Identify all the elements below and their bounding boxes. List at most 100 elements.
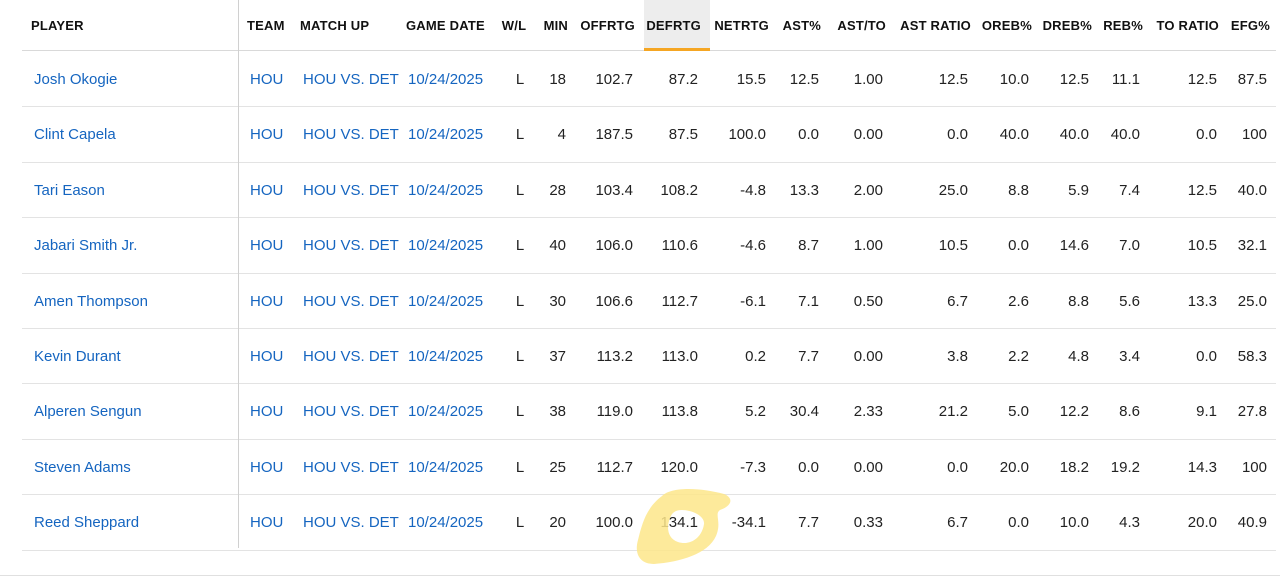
col-header-offrtg[interactable]: OFFRTG: [580, 18, 635, 33]
col-header-oreb-pct[interactable]: OREB%: [981, 18, 1032, 33]
col-header-team[interactable]: TEAM: [247, 18, 285, 33]
ast-to-value: 0.00: [853, 348, 883, 365]
col-header-wl[interactable]: W/L: [501, 18, 527, 33]
min-value: 4: [557, 126, 566, 144]
team-link[interactable]: HOU: [250, 514, 284, 532]
col-header-reb-pct[interactable]: REB%: [1103, 18, 1143, 33]
matchup-link[interactable]: HOU VS. DET: [303, 348, 399, 365]
oreb-pct-value: 40.0: [999, 126, 1029, 144]
wl-value: L: [515, 514, 525, 532]
efg-pct-value: 40.0: [1237, 181, 1267, 199]
defrtg-value: 134.1: [660, 514, 698, 532]
game-date-link[interactable]: 10/24/2025: [408, 292, 484, 310]
matchup-link[interactable]: HOU VS. DET: [303, 458, 399, 476]
dreb-pct-value: 12.2: [1059, 403, 1089, 421]
efg-pct-value: 27.8: [1237, 403, 1267, 421]
matchup-link[interactable]: HOU VS. DET: [303, 71, 399, 88]
dreb-pct-value: 5.9: [1068, 181, 1089, 199]
matchup-link[interactable]: HOU VS. DET: [303, 403, 399, 421]
dreb-pct-value: 8.8: [1068, 292, 1089, 310]
player-link[interactable]: Amen Thompson: [34, 292, 148, 310]
player-link[interactable]: Steven Adams: [34, 458, 131, 476]
col-header-ast-ratio[interactable]: AST RATIO: [900, 18, 971, 33]
reb-pct-value: 40.0: [1110, 126, 1140, 144]
ast-to-value: 1.00: [853, 71, 883, 88]
netrtg-value: 100.0: [728, 126, 766, 144]
min-value: 18: [549, 71, 566, 88]
ast-to-value: 0.50: [853, 292, 883, 310]
wl-value: L: [515, 348, 525, 365]
game-date-link[interactable]: 10/24/2025: [408, 348, 484, 365]
game-date-link[interactable]: 10/24/2025: [408, 181, 484, 199]
team-link[interactable]: HOU: [250, 237, 284, 255]
col-header-netrtg[interactable]: NETRTG: [714, 18, 769, 33]
min-value: 28: [549, 181, 566, 199]
wl-value: L: [515, 181, 525, 199]
col-header-to-ratio[interactable]: TO RATIO: [1156, 18, 1219, 33]
player-link[interactable]: Josh Okogie: [34, 71, 118, 88]
offrtg-value: 102.7: [595, 71, 633, 88]
col-header-ast-pct[interactable]: AST%: [782, 18, 821, 33]
team-link[interactable]: HOU: [250, 403, 284, 421]
wl-value: L: [515, 403, 525, 421]
game-date-link[interactable]: 10/24/2025: [408, 458, 484, 476]
col-header-dreb-pct[interactable]: DREB%: [1042, 18, 1092, 33]
player-link[interactable]: Jabari Smith Jr.: [34, 237, 138, 255]
dreb-pct-value: 14.6: [1059, 237, 1089, 255]
table-row: Amen Thompson HOU HOU VS. DET 10/24/2025 L 30…: [22, 274, 1276, 329]
oreb-pct-value: 0.0: [1008, 514, 1029, 532]
matchup-link[interactable]: HOU VS. DET: [303, 292, 399, 310]
dreb-pct-value: 10.0: [1059, 514, 1089, 532]
offrtg-value: 106.6: [595, 292, 633, 310]
netrtg-value: 5.2: [745, 403, 766, 421]
player-link[interactable]: Clint Capela: [34, 126, 116, 144]
matchup-link[interactable]: HOU VS. DET: [303, 181, 399, 199]
matchup-link[interactable]: HOU VS. DET: [303, 237, 399, 255]
table-row: Josh Okogie HOU HOU VS. DET 10/24/2025 L 18 10…: [22, 52, 1276, 108]
ast-ratio-value: 25.0: [938, 181, 968, 199]
netrtg-value: -34.1: [731, 514, 766, 532]
ast-ratio-value: 6.7: [947, 514, 968, 532]
table-row: Tari Eason HOU HOU VS. DET 10/24/2025 L 28 103…: [22, 163, 1276, 219]
game-date-link[interactable]: 10/24/2025: [408, 403, 484, 421]
game-date-link[interactable]: 10/24/2025: [408, 126, 484, 144]
ast-to-value: 2.33: [853, 403, 883, 421]
col-header-defrtg[interactable]: DEFRTG: [646, 18, 701, 33]
reb-pct-value: 7.0: [1119, 237, 1140, 255]
game-date-link[interactable]: 10/24/2025: [408, 237, 484, 255]
team-link[interactable]: HOU: [250, 181, 284, 199]
ast-pct-value: 12.5: [789, 71, 819, 88]
ast-ratio-value: 0.0: [947, 126, 968, 144]
efg-pct-value: 100: [1241, 126, 1267, 144]
team-link[interactable]: HOU: [250, 348, 284, 365]
reb-pct-value: 3.4: [1119, 348, 1140, 365]
min-value: 37: [549, 348, 566, 365]
player-link[interactable]: Tari Eason: [34, 181, 105, 199]
matchup-link[interactable]: HOU VS. DET: [303, 514, 399, 532]
game-date-link[interactable]: 10/24/2025: [408, 514, 484, 532]
reb-pct-value: 11.1: [1111, 71, 1140, 88]
team-link[interactable]: HOU: [250, 458, 284, 476]
min-value: 25: [549, 458, 566, 476]
col-header-player[interactable]: PLAYER: [31, 18, 84, 33]
wl-value: L: [515, 237, 525, 255]
col-header-game-date[interactable]: GAME DATE: [406, 18, 485, 33]
col-header-ast-to[interactable]: AST/TO: [837, 18, 886, 33]
game-date-link[interactable]: 10/24/2025: [408, 71, 484, 88]
wl-value: L: [515, 458, 525, 476]
player-link[interactable]: Kevin Durant: [34, 348, 121, 365]
col-header-efg-pct[interactable]: EFG%: [1230, 18, 1270, 33]
defrtg-value: 110.6: [661, 237, 698, 255]
team-link[interactable]: HOU: [250, 71, 284, 88]
matchup-link[interactable]: HOU VS. DET: [303, 126, 399, 144]
team-link[interactable]: HOU: [250, 126, 284, 144]
min-value: 20: [549, 514, 566, 532]
col-header-min[interactable]: MIN: [543, 18, 568, 33]
reb-pct-value: 7.4: [1119, 181, 1140, 199]
col-header-matchup[interactable]: MATCH UP: [300, 18, 370, 33]
player-link[interactable]: Alperen Sengun: [34, 403, 142, 421]
oreb-pct-value: 8.8: [1008, 181, 1029, 199]
player-link[interactable]: Reed Sheppard: [34, 514, 140, 532]
team-link[interactable]: HOU: [250, 292, 284, 310]
